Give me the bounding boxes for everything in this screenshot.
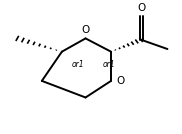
- Text: O: O: [81, 25, 90, 35]
- Text: or1: or1: [103, 60, 116, 69]
- Text: O: O: [137, 3, 145, 12]
- Text: O: O: [116, 76, 125, 86]
- Text: or1: or1: [72, 60, 84, 69]
